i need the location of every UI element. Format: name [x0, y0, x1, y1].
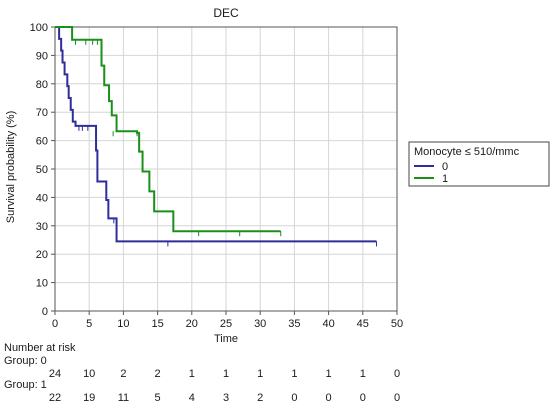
risk-row-0: 24 10 2 2 1 1 1 1 1 1 0 — [49, 368, 400, 380]
risk-count: 1 — [189, 368, 195, 380]
legend-title: Monocyte ≤ 510/mmc — [414, 146, 520, 158]
risk-count: 3 — [223, 392, 229, 404]
chart-title: DEC — [213, 6, 239, 20]
risk-count: 1 — [223, 368, 229, 380]
y-tick-label: 70 — [36, 107, 48, 119]
y-tick-label: 80 — [36, 79, 48, 91]
x-tick-label: 50 — [391, 318, 403, 330]
risk-count: 4 — [189, 392, 195, 404]
risk-count: 11 — [118, 392, 129, 404]
x-tick-label: 35 — [288, 318, 300, 330]
y-tick-label: 60 — [36, 136, 48, 148]
risk-count: 1 — [326, 368, 332, 380]
risk-count: 5 — [155, 392, 161, 404]
legend: Monocyte ≤ 510/mmc 0 1 — [408, 141, 550, 187]
x-tick-label: 45 — [357, 318, 369, 330]
axes — [51, 26, 398, 315]
x-tick-label: 0 — [52, 318, 58, 330]
x-tick-label: 15 — [151, 318, 163, 330]
x-tick-label: 10 — [117, 318, 129, 330]
risk-count: 1 — [291, 368, 297, 380]
risk-count: 0 — [394, 368, 400, 380]
x-tick-label: 25 — [220, 318, 232, 330]
risk-row-1: 22 19 11 5 4 3 2 0 0 0 0 — [49, 392, 400, 404]
x-tick-labels: 0 5 10 15 20 25 30 35 40 45 50 — [52, 318, 403, 330]
y-tick-label: 0 — [42, 306, 48, 318]
risk-count: 2 — [120, 368, 126, 380]
risk-table-heading: Number at risk — [4, 342, 76, 354]
risk-count: 2 — [257, 392, 263, 404]
y-tick-label: 90 — [36, 50, 48, 62]
y-tick-label: 20 — [36, 249, 48, 261]
x-tick-label: 5 — [86, 318, 92, 330]
risk-count: 2 — [155, 368, 161, 380]
risk-table: Number at risk Group: 0 24 10 2 2 1 1 1 1 1 1 0 Gr… — [4, 342, 400, 404]
risk-count: 0 — [326, 392, 332, 404]
y-tick-label: 100 — [30, 22, 48, 34]
survival-curve-0 — [55, 26, 377, 243]
risk-count: 0 — [291, 392, 297, 404]
risk-count: 1 — [257, 368, 263, 380]
y-tick-label: 50 — [36, 164, 48, 176]
risk-count: 0 — [394, 392, 400, 404]
risk-group-label-0: Group: 0 — [4, 355, 47, 367]
y-tick-labels: 0 10 20 30 40 50 60 70 80 90 100 — [30, 22, 48, 318]
x-tick-label: 40 — [322, 318, 334, 330]
y-tick-label: 40 — [36, 192, 48, 204]
x-tick-label: 20 — [186, 318, 198, 330]
risk-count: 10 — [83, 368, 95, 380]
grid — [55, 27, 397, 311]
legend-label-0: 0 — [442, 161, 448, 173]
risk-count: 19 — [83, 392, 95, 404]
risk-count: 0 — [360, 392, 366, 404]
legend-label-1: 1 — [442, 173, 448, 185]
risk-count: 24 — [49, 368, 61, 380]
y-tick-label: 30 — [36, 221, 48, 233]
risk-group-label-1: Group: 1 — [4, 379, 47, 391]
risk-count: 22 — [49, 392, 61, 404]
x-axis-label: Time — [214, 333, 238, 345]
survival-curve-1 — [55, 26, 281, 233]
y-tick-label: 10 — [36, 278, 48, 290]
survival-curves — [55, 26, 377, 247]
y-axis-label: Survival probability (%) — [5, 111, 17, 223]
risk-count: 1 — [360, 368, 366, 380]
x-tick-label: 30 — [254, 318, 266, 330]
